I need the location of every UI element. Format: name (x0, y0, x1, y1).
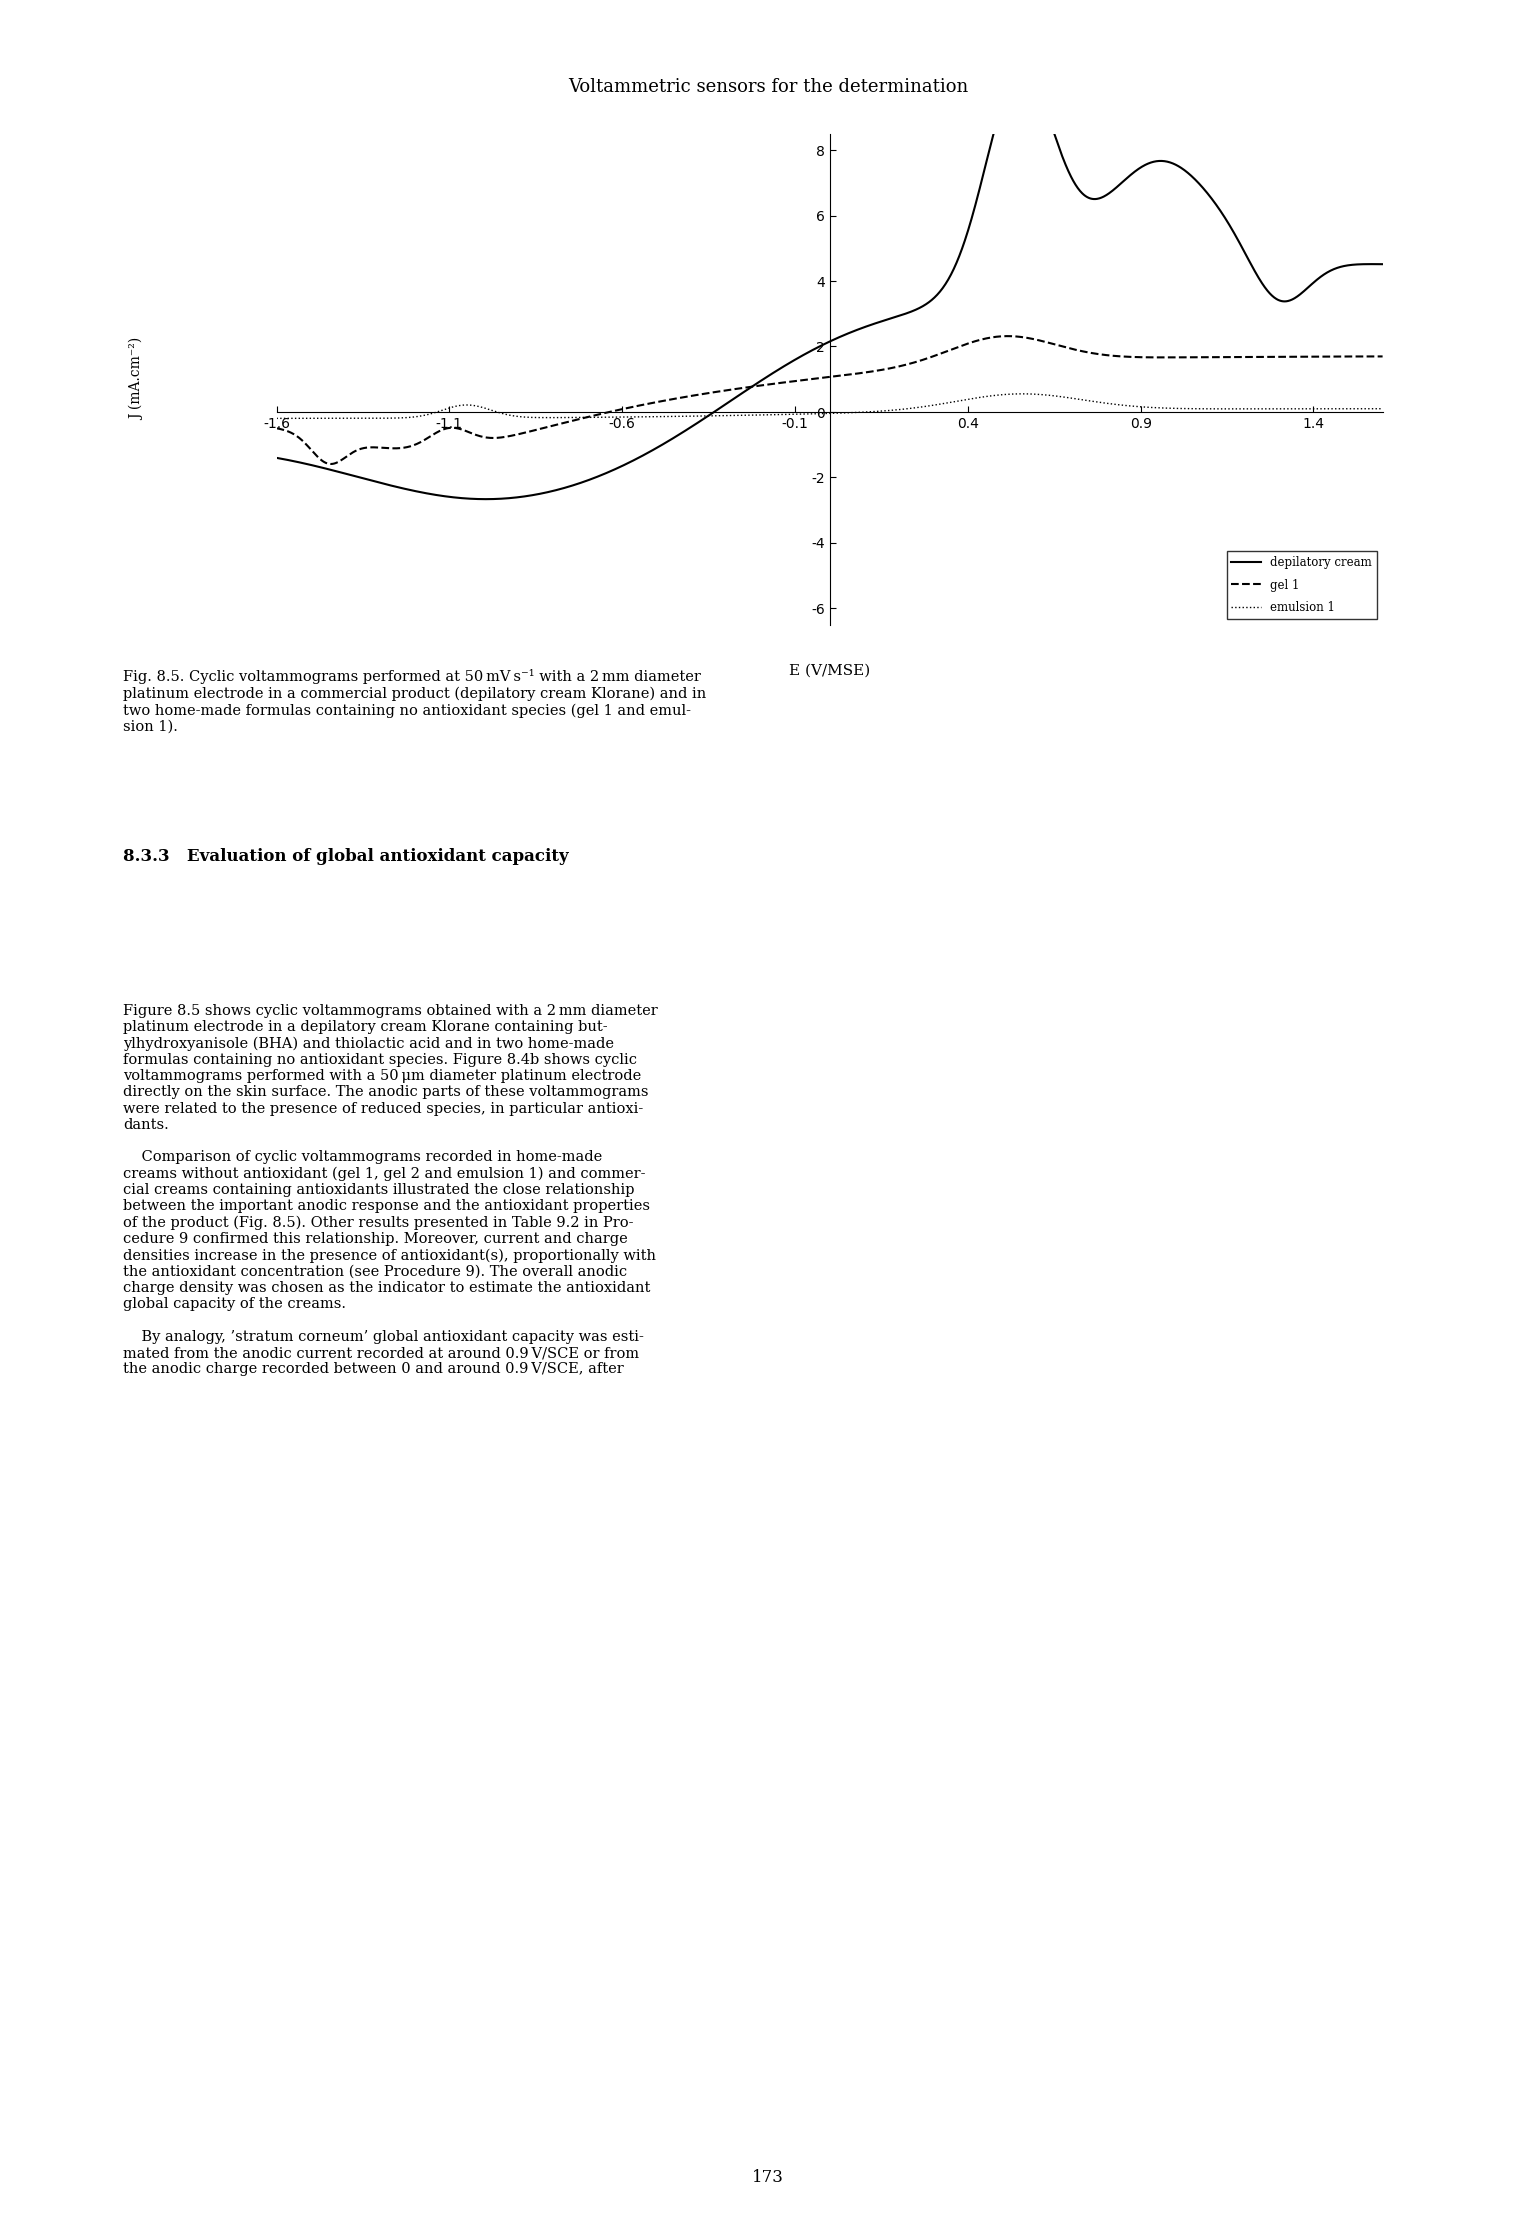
depilatory cream (476, 486, 495, 513)
gel 1 (1341, 344, 1359, 370)
depilatory cream (805, 335, 823, 361)
depilatory cream (1341, 252, 1359, 279)
depilatory cream (267, 444, 286, 471)
Text: 173: 173 (753, 2169, 783, 2186)
emulsion 1 (1014, 382, 1032, 408)
gel 1 (321, 451, 339, 477)
Legend: depilatory cream, gel 1, emulsion 1: depilatory cream, gel 1, emulsion 1 (1226, 551, 1376, 618)
emulsion 1 (776, 402, 794, 428)
depilatory cream (776, 352, 794, 379)
emulsion 1 (1341, 395, 1359, 422)
depilatory cream (1140, 149, 1158, 176)
Y-axis label: J (mA.cm⁻²): J (mA.cm⁻²) (129, 339, 144, 419)
Text: Fig. 8.5. Cyclic voltammograms performed at 50 mV s⁻¹ with a 2 mm diameter
plati: Fig. 8.5. Cyclic voltammograms performed… (123, 669, 707, 734)
gel 1 (776, 368, 794, 395)
emulsion 1 (1373, 395, 1392, 422)
emulsion 1 (1138, 395, 1157, 422)
X-axis label: E (V/MSE): E (V/MSE) (790, 665, 869, 678)
gel 1 (1373, 344, 1392, 370)
gel 1 (267, 415, 286, 442)
emulsion 1 (324, 406, 343, 433)
gel 1 (1140, 344, 1158, 370)
Line: depilatory cream: depilatory cream (276, 71, 1382, 500)
Line: gel 1: gel 1 (276, 337, 1382, 464)
depilatory cream (324, 457, 343, 484)
gel 1 (805, 366, 823, 393)
Line: emulsion 1: emulsion 1 (276, 395, 1382, 419)
Text: 8.3.3   Evaluation of global antioxidant capacity: 8.3.3 Evaluation of global antioxidant c… (123, 848, 568, 866)
Text: Voltammetric sensors for the determination: Voltammetric sensors for the determinati… (568, 78, 968, 96)
depilatory cream (1373, 250, 1392, 277)
emulsion 1 (267, 406, 286, 433)
gel 1 (324, 451, 343, 477)
depilatory cream (1014, 58, 1032, 85)
Text: Figure 8.5 shows cyclic voltammograms obtained with a 2 mm diameter
platinum ele: Figure 8.5 shows cyclic voltammograms ob… (123, 1004, 657, 1377)
emulsion 1 (1341, 395, 1359, 422)
gel 1 (1342, 344, 1361, 370)
emulsion 1 (805, 402, 823, 428)
gel 1 (998, 323, 1017, 350)
depilatory cream (1342, 252, 1361, 279)
